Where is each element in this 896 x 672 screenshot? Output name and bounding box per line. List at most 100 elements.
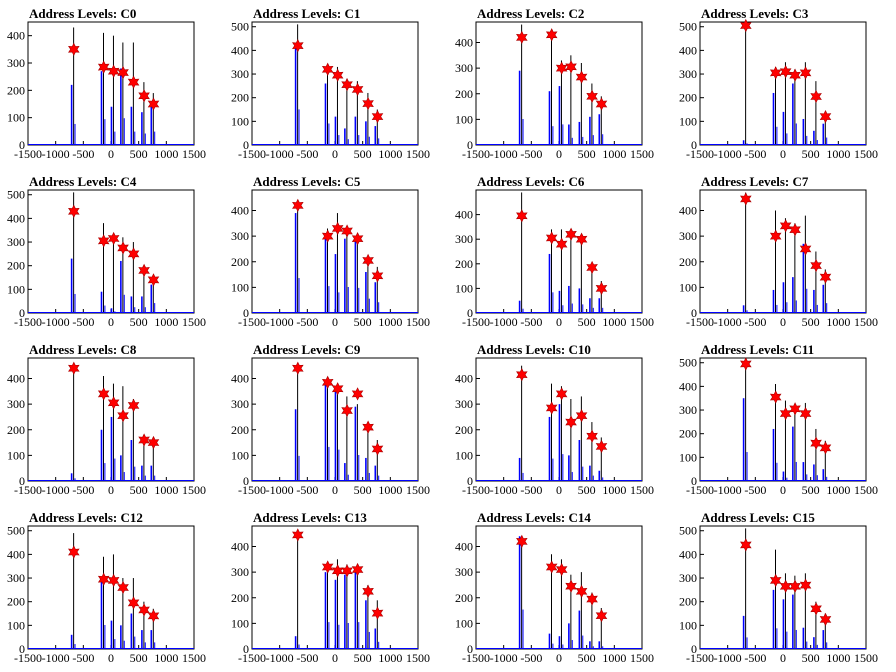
y-tick-label: 200 — [679, 427, 697, 441]
chart-title: Address Levels: C8 — [29, 342, 137, 357]
peak-marker — [127, 247, 140, 261]
x-tick-label: 500 — [130, 483, 148, 497]
peak-marker — [147, 273, 160, 287]
peak-marker — [740, 357, 752, 371]
x-tick-label: 1500 — [406, 483, 430, 497]
y-tick-label: 300 — [231, 67, 249, 81]
y-tick-label: 300 — [231, 229, 249, 243]
peak-marker — [321, 229, 334, 243]
x-tick-label: 500 — [578, 315, 596, 329]
x-tick-label: -500 — [744, 147, 766, 161]
x-tick-label: -1500 — [462, 651, 490, 665]
x-tick-label: -1000 — [42, 651, 70, 665]
peak-marker — [819, 612, 832, 627]
x-tick-label: -1500 — [686, 315, 714, 329]
y-tick-label: 300 — [7, 397, 25, 411]
peak-marker — [565, 60, 577, 74]
x-tick-label: -1000 — [714, 483, 742, 497]
y-tick-label: 0 — [467, 138, 473, 152]
x-tick-label: -1500 — [238, 651, 266, 665]
peak-marker — [341, 564, 353, 578]
peak-marker — [769, 573, 782, 588]
peak-marker — [575, 232, 588, 246]
chart-title: Address Levels: C4 — [29, 174, 137, 189]
peak-marker — [292, 361, 304, 375]
peak-marker — [117, 580, 129, 595]
x-tick-label: -1500 — [14, 651, 42, 665]
peak-marker — [321, 375, 334, 390]
x-tick-label: 0 — [332, 147, 338, 161]
x-tick-label: -1000 — [490, 315, 518, 329]
peak-marker — [68, 361, 80, 375]
x-tick-label: 0 — [332, 651, 338, 665]
x-tick-label: -1000 — [490, 147, 518, 161]
x-tick-label: 1000 — [602, 315, 626, 329]
peak-marker — [127, 75, 140, 89]
chart-svg: Address Levels: C30100200300400500-1500-… — [679, 6, 878, 161]
chart-panel: Address Levels: C2 0 100 200 300 400 -1500 -100… — [448, 0, 672, 168]
peak-marker — [555, 61, 568, 75]
chart-title: Address Levels: C7 — [701, 174, 809, 189]
peak-marker — [362, 420, 374, 434]
peak-marker — [545, 231, 558, 245]
peak-marker — [147, 609, 160, 623]
y-tick-label: 100 — [231, 616, 249, 630]
y-tick-label: 100 — [7, 111, 25, 125]
chart-panel: Address Levels: C5 0 100 200 300 400 -1500 -100… — [224, 168, 448, 336]
x-tick-label: 1000 — [602, 147, 626, 161]
peak-marker — [799, 578, 812, 592]
peak-marker — [575, 408, 588, 423]
peak-marker — [565, 579, 577, 593]
chart-svg: Address Levels: C0 0 100 200 300 400 -1500 -100… — [7, 6, 206, 161]
chart-svg: Address Levels: C5 0 100 200 300 400 -1500 -100… — [231, 174, 430, 329]
x-tick-label: -1000 — [266, 147, 294, 161]
x-tick-label: 500 — [130, 315, 148, 329]
y-tick-label: 400 — [231, 540, 249, 554]
x-tick-label: 1000 — [826, 483, 850, 497]
x-tick-label: -1000 — [266, 315, 294, 329]
y-tick-label: 100 — [455, 448, 473, 462]
x-tick-label: 1500 — [630, 315, 654, 329]
x-tick-label: -1500 — [462, 315, 490, 329]
y-tick-label: 300 — [455, 397, 473, 411]
peak-marker — [351, 82, 364, 97]
x-tick-label: 500 — [130, 651, 148, 665]
chart-panel: Address Levels: C7 0 100 200 300 400 -1500 -100… — [672, 168, 896, 336]
y-tick-label: 300 — [7, 56, 25, 70]
peak-marker — [516, 30, 528, 45]
x-tick-label: -1500 — [462, 147, 490, 161]
chart-title: Address Levels: C6 — [477, 174, 585, 189]
peak-marker — [138, 263, 150, 278]
peak-marker — [575, 584, 588, 599]
y-tick-label: 100 — [455, 281, 473, 295]
peak-marker — [341, 403, 353, 418]
x-tick-label: -500 — [744, 315, 766, 329]
peak-marker — [331, 382, 344, 396]
y-tick-label: 300 — [679, 229, 697, 243]
chart-svg: Address Levels: C11 0 100 200 300 400 500 -1500… — [679, 342, 878, 497]
peak-marker — [769, 229, 782, 243]
peak-marker — [68, 204, 80, 218]
x-tick-label: 1000 — [154, 483, 178, 497]
peak-marker — [107, 64, 120, 78]
peak-marker — [799, 406, 812, 421]
peak-marker — [321, 560, 334, 574]
y-tick-label: 300 — [455, 565, 473, 579]
peak-marker — [810, 436, 822, 450]
y-tick-label: 0 — [467, 306, 473, 320]
x-tick-label: 500 — [130, 147, 148, 161]
x-tick-label: -500 — [72, 483, 94, 497]
y-tick-label: 200 — [455, 591, 473, 605]
peak-marker — [97, 234, 110, 248]
y-tick-label: 400 — [455, 372, 473, 386]
y-tick-label: 200 — [679, 91, 697, 105]
y-tick-label: 0 — [691, 306, 697, 320]
x-tick-label: 0 — [780, 483, 786, 497]
peak-marker — [779, 64, 792, 79]
y-tick-label: 100 — [231, 280, 249, 294]
x-tick-label: 1500 — [854, 147, 878, 161]
y-tick-label: 0 — [467, 474, 473, 488]
peak-marker — [371, 109, 384, 124]
peak-marker — [138, 433, 150, 447]
